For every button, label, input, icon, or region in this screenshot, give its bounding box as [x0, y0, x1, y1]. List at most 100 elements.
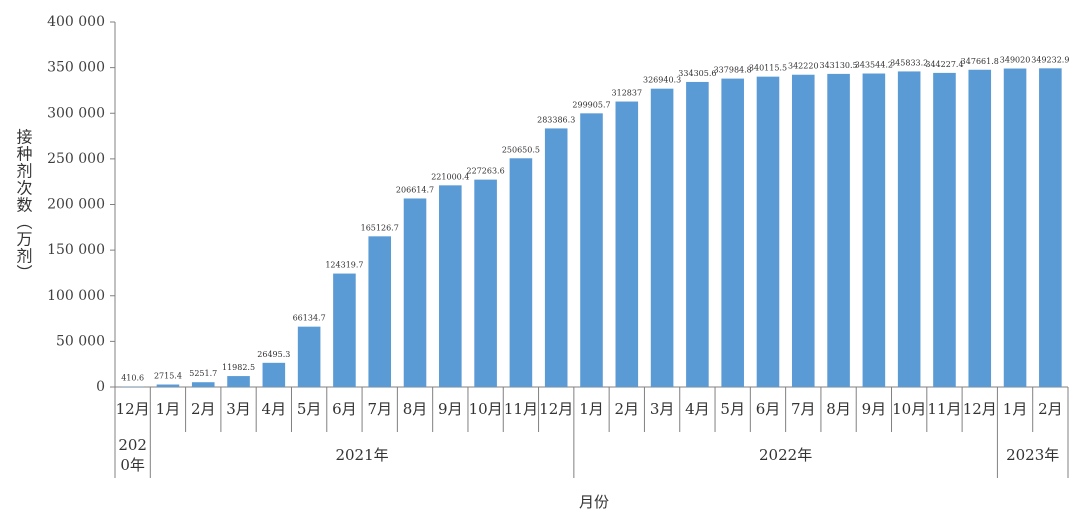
bar — [791, 74, 815, 388]
bar — [933, 72, 956, 388]
value-label: 11982.5 — [222, 363, 255, 372]
y-tick-label: 350 000 — [47, 60, 105, 76]
bar — [862, 73, 886, 387]
value-label: 340115.5 — [749, 64, 787, 73]
bar — [756, 76, 780, 388]
bar — [968, 69, 992, 387]
bar — [580, 113, 603, 387]
value-label: 337984.8 — [714, 66, 752, 75]
x-tick-label: 12月 — [963, 400, 997, 418]
group-label-box: 2021年 — [335, 446, 389, 464]
value-label: 299905.7 — [572, 100, 610, 109]
bar — [191, 382, 215, 387]
value-label: 227263.6 — [467, 167, 505, 176]
value-label: 326940.3 — [643, 76, 681, 85]
value-label: 345833.2 — [890, 58, 928, 67]
value-label: 349232.9 — [1031, 55, 1069, 64]
x-tick-label: 3月 — [650, 400, 675, 418]
bar — [1039, 68, 1062, 387]
value-label: 66134.7 — [293, 314, 326, 323]
bar — [615, 101, 639, 387]
group-label-box: 2022年 — [759, 446, 813, 464]
x-tick-label: 8月 — [403, 400, 428, 418]
group-label: 2023年 — [1006, 446, 1060, 464]
value-label: 410.6 — [121, 374, 144, 383]
x-tick-label: 9月 — [438, 400, 463, 418]
bar — [827, 73, 850, 387]
bar — [262, 362, 286, 387]
value-label: 342220 — [788, 62, 819, 71]
bar — [1003, 68, 1027, 387]
x-tick-label: 12月 — [116, 400, 150, 418]
value-label: 5251.7 — [189, 369, 217, 378]
x-tick-label: 10月 — [892, 400, 926, 418]
x-tick-label: 2月 — [615, 400, 640, 418]
bar — [650, 88, 674, 387]
x-tick-label: 4月 — [262, 400, 287, 418]
bar — [721, 78, 744, 387]
x-tick-label: 2月 — [1038, 400, 1063, 418]
x-tick-label: 7月 — [791, 400, 816, 418]
y-tick-label: 150 000 — [47, 242, 105, 258]
x-tick-label: 1月 — [579, 400, 604, 418]
x-tick-label: 8月 — [826, 400, 851, 418]
bar — [227, 376, 250, 387]
y-tick-label: 200 000 — [47, 197, 105, 213]
y-tick-label: 100 000 — [47, 288, 105, 304]
bar — [544, 128, 568, 387]
bar — [333, 273, 356, 387]
x-tick-label: 5月 — [720, 400, 745, 418]
value-label: 343544.2 — [855, 61, 893, 70]
group-label: 2022年 — [759, 446, 813, 464]
bar — [509, 158, 533, 387]
x-tick-label: 2月 — [191, 400, 216, 418]
value-label: 250650.5 — [502, 145, 540, 154]
bar — [686, 81, 709, 387]
x-tick-label: 1月 — [156, 400, 181, 418]
bar — [403, 198, 427, 387]
value-label: 343130.5 — [819, 61, 857, 70]
value-label: 221000.4 — [431, 172, 469, 181]
value-label: 2715.4 — [154, 372, 182, 381]
bar — [297, 326, 321, 387]
bar — [439, 185, 462, 387]
x-tick-label: 6月 — [332, 400, 357, 418]
value-label: 283386.3 — [537, 115, 575, 124]
x-tick-label: 1月 — [1003, 400, 1028, 418]
x-tick-label: 7月 — [367, 400, 392, 418]
x-tick-label: 10月 — [469, 400, 503, 418]
bar — [474, 179, 497, 387]
group-label: 2020年 — [118, 436, 147, 474]
value-label: 349020 — [1000, 56, 1031, 65]
x-tick-label: 6月 — [756, 400, 781, 418]
bar — [368, 236, 392, 387]
x-tick-label: 9月 — [862, 400, 887, 418]
x-tick-label: 11月 — [504, 400, 538, 418]
value-label: 26495.3 — [257, 350, 290, 359]
bar — [156, 384, 180, 387]
x-tick-label: 12月 — [539, 400, 573, 418]
group-label-box: 2023年 — [1006, 446, 1060, 464]
value-label: 334305.6 — [678, 69, 716, 78]
value-label: 347661.8 — [961, 57, 999, 66]
value-label: 165126.7 — [361, 223, 399, 232]
x-axis-label: 月份 — [579, 493, 609, 511]
y-tick-label: 400 000 — [47, 14, 105, 30]
bar — [897, 71, 921, 387]
x-tick-label: 4月 — [685, 400, 710, 418]
y-tick-label: 50 000 — [56, 333, 105, 349]
group-label: 2021年 — [335, 446, 389, 464]
x-tick-label: 5月 — [297, 400, 322, 418]
y-tick-label: 250 000 — [47, 151, 105, 167]
value-label: 124319.7 — [325, 261, 363, 270]
y-axis-label: 接种剂次数（万剂） — [14, 129, 33, 282]
value-label: 312837 — [612, 89, 643, 98]
group-label-box: 2020年 — [118, 436, 147, 474]
value-label: 344227.4 — [925, 60, 963, 69]
x-tick-label: 3月 — [226, 400, 251, 418]
y-tick-label: 0 — [96, 379, 105, 395]
x-tick-label: 11月 — [927, 400, 961, 418]
value-label: 206614.7 — [396, 185, 434, 194]
y-tick-label: 300 000 — [47, 105, 105, 121]
